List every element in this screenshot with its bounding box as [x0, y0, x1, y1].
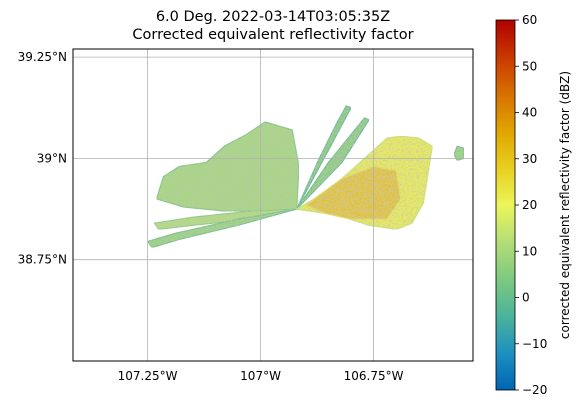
x-tick-label: 107°W — [240, 369, 281, 383]
colorbar-tick-label: −20 — [522, 383, 547, 397]
colorbar-tick-label: 10 — [522, 244, 537, 258]
y-tick-label: 39.25°N — [18, 50, 67, 64]
echo-region-east-outlier — [453, 145, 465, 161]
echo-region-sw-streak-2 — [147, 208, 298, 249]
x-tick-label: 107.25°W — [118, 369, 178, 383]
x-tick-label: 106.75°W — [344, 369, 404, 383]
y-tick-label: 39°N — [37, 151, 67, 165]
chart-title-line1: 6.0 Deg. 2022-03-14T03:05:35Z — [156, 9, 390, 25]
grid-layer — [73, 49, 473, 361]
colorbar-tick-label: 40 — [522, 106, 537, 120]
y-axis: 38.75°N 39°N 39.25°N — [18, 50, 67, 267]
colorbar-tick-label: 0 — [522, 291, 530, 305]
echo-layer — [147, 105, 465, 249]
colorbar-gradient — [495, 19, 516, 391]
colorbar-tick-label: −10 — [522, 337, 547, 351]
x-axis: 107.25°W 107°W 106.75°W — [118, 369, 404, 383]
echo-region-west-sector — [156, 121, 300, 212]
y-tick-label: 38.75°N — [18, 253, 67, 267]
colorbar-label: corrected equivalent reflectivity factor… — [558, 71, 572, 339]
colorbar-tick-label: 60 — [522, 13, 537, 27]
colorbar-ticks: −20 −10 0 10 20 30 40 50 60 — [515, 13, 547, 397]
colorbar-tick-label: 50 — [522, 59, 537, 73]
echo-region-east-core — [305, 165, 402, 220]
colorbar: −20 −10 0 10 20 30 40 50 60 corrected equivalent… — [495, 13, 572, 397]
echo-region-nne-spike-2 — [296, 117, 370, 210]
plot-area: 107.25°W 107°W 106.75°W 38.75°N 39°N 39.25°N — [18, 48, 474, 383]
colorbar-tick-label: 20 — [522, 198, 537, 212]
chart-title-line2: Corrected equivalent reflectivity factor — [132, 27, 413, 43]
plot-frame — [72, 48, 474, 362]
colorbar-tick-label: 30 — [522, 152, 537, 166]
